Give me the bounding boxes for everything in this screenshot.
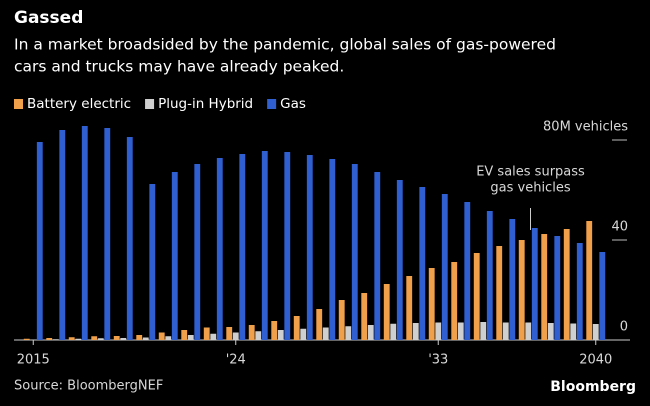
bar	[322, 327, 329, 340]
bar	[248, 325, 255, 340]
x-tick-label: 2015	[17, 353, 50, 368]
x-tick-label: '24	[226, 353, 246, 368]
bar	[30, 339, 37, 340]
bar	[306, 155, 313, 340]
bar	[473, 253, 480, 340]
chart-subtitle: In a market broadsided by the pandemic, …	[14, 36, 556, 54]
legend-label: Battery electric	[27, 96, 131, 112]
bar	[68, 337, 75, 340]
legend-label: Gas	[280, 96, 306, 112]
y-tick-label: 40	[611, 220, 628, 235]
bar	[46, 338, 53, 340]
bar	[97, 338, 104, 340]
bar	[419, 187, 426, 340]
legend-swatch	[145, 99, 155, 109]
bar	[210, 333, 217, 340]
bar	[547, 323, 554, 340]
bar	[91, 336, 98, 340]
bar	[554, 236, 561, 340]
bar	[203, 327, 210, 340]
bar	[226, 327, 233, 340]
y-tick-label: 0	[620, 320, 628, 335]
bar	[383, 284, 390, 340]
bar	[576, 243, 583, 340]
bar	[171, 172, 178, 340]
bar	[457, 322, 464, 340]
legend-label: Plug-in Hybrid	[158, 96, 253, 112]
bar	[75, 338, 82, 340]
chart-subtitle: cars and trucks may have already peaked.	[14, 58, 344, 76]
bar	[120, 338, 127, 340]
legend-swatch	[14, 99, 23, 109]
bar	[486, 211, 493, 340]
source: Source: BloombergNEF	[14, 379, 163, 394]
bar	[412, 323, 419, 340]
bar	[293, 316, 300, 340]
bar	[23, 338, 30, 340]
bar	[36, 142, 43, 340]
bar	[136, 335, 143, 340]
legend-swatch	[267, 99, 277, 109]
bar	[142, 337, 149, 340]
bar	[277, 330, 284, 340]
annotation: EV sales surpass	[476, 165, 585, 180]
bar	[316, 309, 323, 340]
bar	[396, 180, 403, 340]
bar	[255, 331, 262, 340]
bar	[592, 324, 599, 340]
bar	[194, 164, 201, 340]
bar	[390, 323, 397, 340]
bar	[531, 228, 538, 340]
bar	[361, 293, 368, 340]
bar	[563, 229, 570, 340]
bar	[126, 137, 133, 340]
bar	[104, 128, 111, 340]
bar	[509, 219, 516, 340]
bar	[406, 276, 413, 340]
y-tick-label: 80M vehicles	[543, 120, 628, 135]
bar	[464, 202, 471, 340]
x-tick-label: 2040	[579, 353, 612, 368]
chart-title: Gassed	[14, 8, 83, 28]
bar	[351, 164, 358, 340]
bar	[518, 240, 525, 340]
annotation: gas vehicles	[490, 181, 570, 196]
bar	[525, 322, 532, 340]
bar	[261, 151, 268, 340]
bar	[81, 126, 88, 340]
bar	[284, 152, 291, 340]
bar	[480, 322, 487, 340]
bar	[451, 262, 458, 340]
bar	[570, 323, 577, 340]
bar	[232, 332, 239, 340]
bar	[113, 336, 120, 340]
bar	[374, 172, 381, 340]
bar	[329, 159, 336, 340]
bar	[149, 184, 156, 340]
bar	[496, 246, 503, 340]
x-tick-label: '33	[428, 353, 448, 368]
bar	[187, 335, 194, 340]
logo: Bloomberg	[550, 379, 636, 395]
bar	[59, 130, 66, 340]
bar	[239, 154, 246, 340]
bar	[435, 322, 442, 340]
bar	[181, 330, 188, 340]
bar	[599, 252, 606, 340]
bar	[338, 300, 345, 340]
bar	[158, 332, 165, 340]
bar	[345, 326, 352, 340]
bar	[300, 328, 307, 340]
bar	[271, 321, 278, 340]
bar	[502, 322, 509, 340]
bar	[541, 234, 548, 340]
bar	[441, 194, 448, 340]
bar	[586, 221, 593, 340]
bar	[428, 268, 435, 340]
bar	[367, 325, 374, 340]
bar	[52, 339, 59, 340]
bar	[165, 336, 172, 340]
bar	[216, 158, 223, 340]
